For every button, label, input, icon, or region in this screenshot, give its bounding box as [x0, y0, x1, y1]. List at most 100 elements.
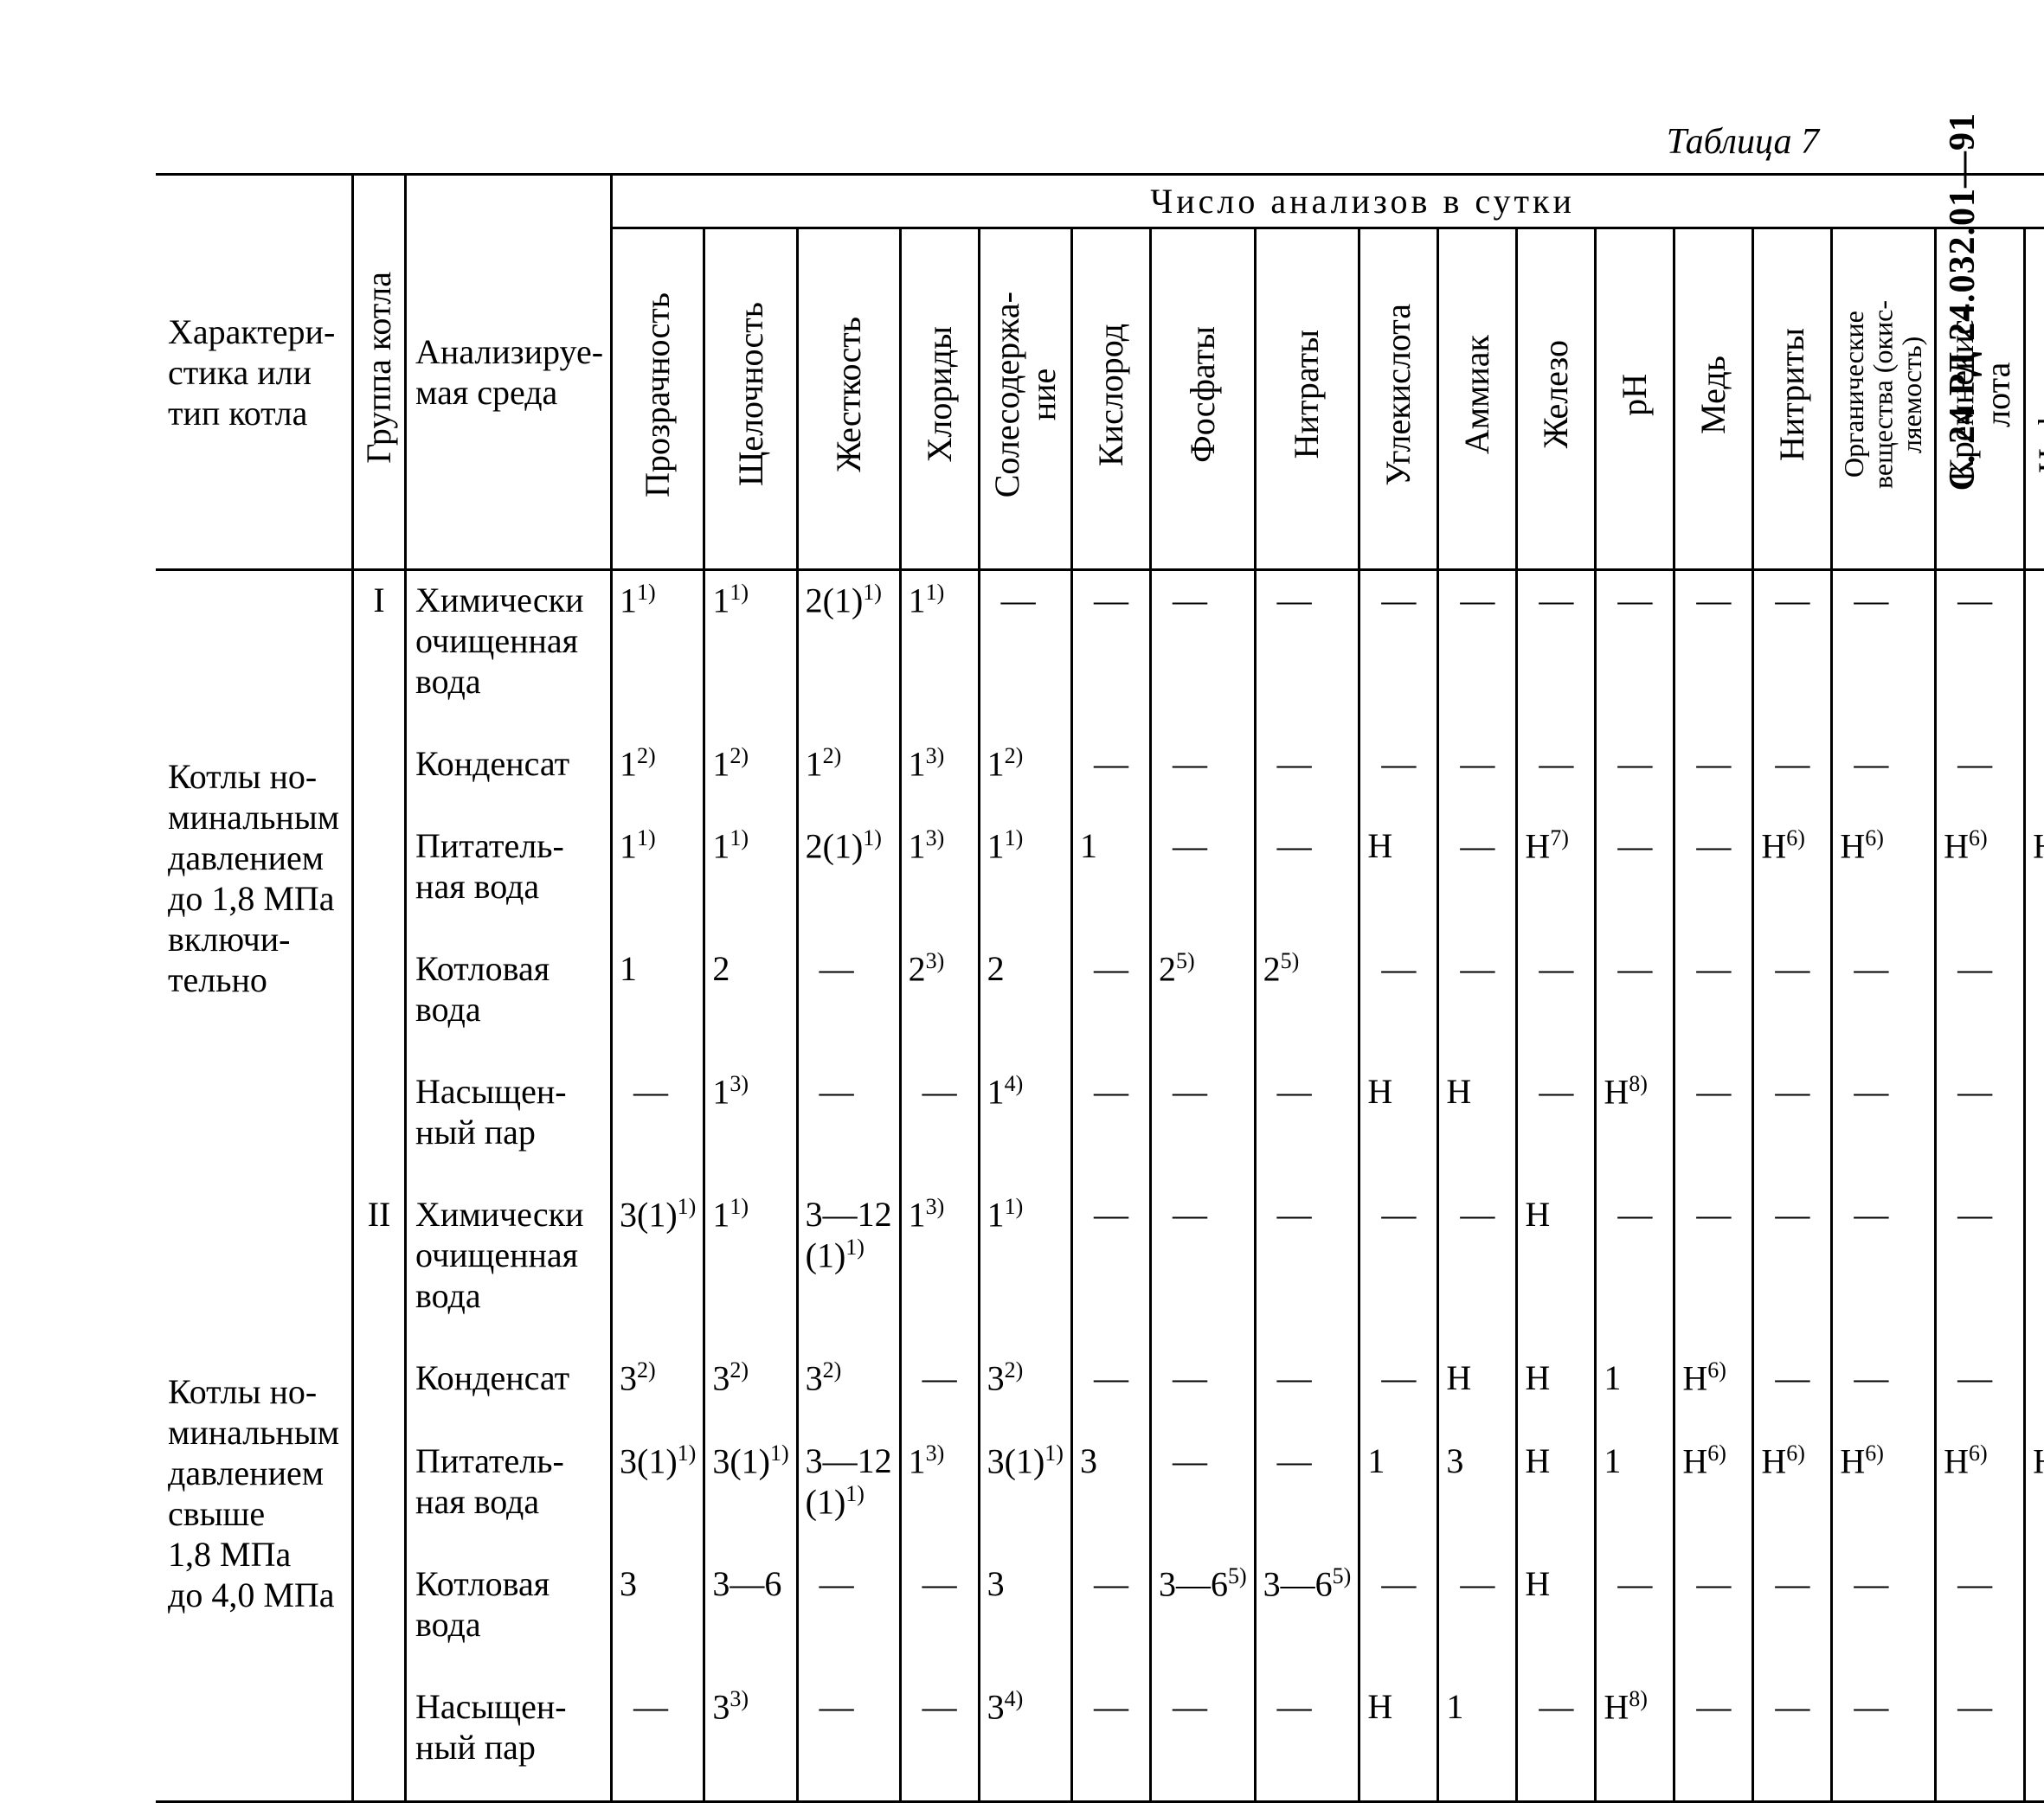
cell-environment: Химическиочищеннаявода: [406, 1185, 612, 1349]
cell-data: 33): [704, 1678, 797, 1802]
cell-data: —: [1674, 735, 1753, 817]
cell-data: —: [2025, 1349, 2044, 1431]
cell-data: —: [1596, 940, 1674, 1062]
cell-environment: Химическиочищеннаявода: [406, 570, 612, 735]
header-col-label-14: Органическиевещества (окис-ляемость): [1840, 300, 1927, 489]
cell-data: —: [1753, 1555, 1832, 1678]
cell-data: 2: [704, 940, 797, 1062]
cell-data: —: [1071, 1062, 1150, 1185]
cell-data: —: [1150, 817, 1255, 940]
cell-data: —: [1071, 1555, 1150, 1678]
col-spanner-label: Число анализов в сутки: [1150, 182, 1575, 221]
cell-data: —: [1517, 1678, 1596, 1802]
header-col-label-4: Солесодержа-ние: [989, 292, 1062, 497]
cell-data: —: [979, 570, 1071, 735]
header-col-label-6: Фосфаты: [1185, 326, 1221, 463]
cell-data: Н6): [1936, 817, 2025, 940]
cell-data: —: [2025, 1678, 2044, 1802]
header-col-label-7: Нитраты: [1289, 330, 1325, 459]
cell-data: 32): [704, 1349, 797, 1431]
cell-characteristic: Котлы но-минальнымдавлениемдо 1,8 МПавкл…: [156, 570, 353, 1186]
cell-data: Н6): [1674, 1349, 1753, 1431]
header-col-16: Нефтепро-дукты: [2025, 228, 2044, 570]
cell-data: —: [2025, 940, 2044, 1062]
table-row: Питатель-ная вода3(1)1)3(1)1)3—12(1)1)13…: [156, 1432, 2044, 1555]
cell-data: Н8): [1596, 1062, 1674, 1185]
cell-data: 12): [797, 735, 900, 817]
cell-data: —: [1674, 1062, 1753, 1185]
col-characteristic: Характери-стика илитип котла: [156, 175, 353, 570]
header-col-label-3: Хлориды: [922, 326, 958, 462]
cell-data: —: [2025, 735, 2044, 817]
cell-data: —: [1936, 1349, 2025, 1431]
cell-data: —: [1359, 735, 1438, 817]
cell-data: 1: [1071, 817, 1150, 940]
cell-data: 11): [979, 817, 1071, 940]
cell-data: 3(1)1): [612, 1185, 704, 1349]
header-col-9: Аммиак: [1438, 228, 1517, 570]
cell-data: —: [1150, 1432, 1255, 1555]
cell-data: —: [1936, 1062, 2025, 1185]
cell-data: —: [1438, 817, 1517, 940]
cell-data: —: [2025, 1185, 2044, 1349]
header-col-label-10: Железо: [1538, 340, 1574, 448]
cell-data: —: [1255, 1062, 1359, 1185]
cell-data: Н: [1438, 1062, 1517, 1185]
header-col-6: Фосфаты: [1150, 228, 1255, 570]
cell-data: 3(1)1): [979, 1432, 1071, 1555]
cell-environment: Конденсат: [406, 735, 612, 817]
table-row: Котловаявода12—23)2—25)25)—————————: [156, 940, 2044, 1062]
table-row: Котлы но-минальнымдавлениемсвыше1,8 МПад…: [156, 1185, 2044, 1349]
cell-data: —: [1753, 735, 1832, 817]
table-row: Насыщен-ный пар—13)——14)———НН—Н8)—————: [156, 1062, 2044, 1185]
cell-data: —: [1071, 940, 1150, 1062]
cell-environment: Котловаявода: [406, 940, 612, 1062]
cell-data: —: [1359, 570, 1438, 735]
cell-data: —: [1674, 1185, 1753, 1349]
cell-data: Н8): [1596, 1678, 1674, 1802]
header-col-1: Щелочность: [704, 228, 797, 570]
cell-data: 13): [900, 1185, 979, 1349]
header-col-label-0: Прозрачность: [640, 292, 676, 497]
header-col-5: Кислород: [1071, 228, 1150, 570]
cell-data: —: [1832, 1555, 1936, 1678]
cell-data: —: [1596, 735, 1674, 817]
cell-data: —: [1832, 570, 1936, 735]
cell-data: 1: [1596, 1349, 1674, 1431]
cell-data: 11): [612, 817, 704, 940]
cell-data: 1: [1359, 1432, 1438, 1555]
cell-data: 12): [704, 735, 797, 817]
cell-data: 13): [900, 735, 979, 817]
header-col-label-13: Нитриты: [1774, 328, 1810, 461]
cell-data: —: [1517, 1062, 1596, 1185]
cell-data: 3—65): [1255, 1555, 1359, 1678]
cell-data: —: [1071, 1349, 1150, 1431]
header-col-11: pH: [1596, 228, 1674, 570]
header-col-3: Хлориды: [900, 228, 979, 570]
cell-data: 3—12(1)1): [797, 1432, 900, 1555]
cell-data: —: [1753, 570, 1832, 735]
cell-data: Н6): [1936, 1432, 2025, 1555]
cell-data: —: [1517, 735, 1596, 817]
cell-data: 11): [704, 570, 797, 735]
cell-data: 3(1)1): [612, 1432, 704, 1555]
cell-group: II: [353, 1185, 406, 1801]
cell-data: —: [1674, 940, 1753, 1062]
cell-data: —: [1150, 1185, 1255, 1349]
cell-data: 2: [979, 940, 1071, 1062]
cell-data: —: [1071, 735, 1150, 817]
cell-data: —: [1674, 1555, 1753, 1678]
header-col-label-11: pH: [1617, 374, 1653, 416]
cell-characteristic: Котлы но-минальнымдавлениемсвыше1,8 МПад…: [156, 1185, 353, 1801]
cell-data: —: [1255, 817, 1359, 940]
cell-data: —: [2025, 1555, 2044, 1678]
cell-data: —: [2025, 1062, 2044, 1185]
cell-data: 3—6: [704, 1555, 797, 1678]
cell-data: —: [1150, 735, 1255, 817]
table-head: Характери-стика илитип котла Группа котл…: [156, 175, 2044, 570]
col-environment-label: Анализируе-мая среда: [415, 332, 603, 412]
header-col-7: Нитраты: [1255, 228, 1359, 570]
cell-data: —: [1936, 1185, 2025, 1349]
header-col-12: Медь: [1674, 228, 1753, 570]
header-col-10: Железо: [1517, 228, 1596, 570]
